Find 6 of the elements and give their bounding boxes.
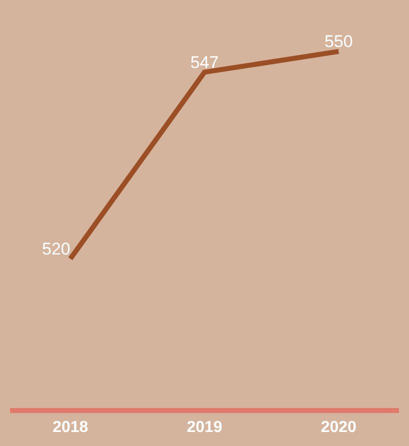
data-label: 550: [324, 32, 353, 52]
data-label: 547: [190, 52, 219, 72]
data-label: 520: [42, 240, 70, 258]
x-tick-label: 2018: [52, 419, 88, 436]
x-tick-label: 2020: [320, 419, 357, 436]
x-tick-label: 2019: [186, 419, 222, 436]
